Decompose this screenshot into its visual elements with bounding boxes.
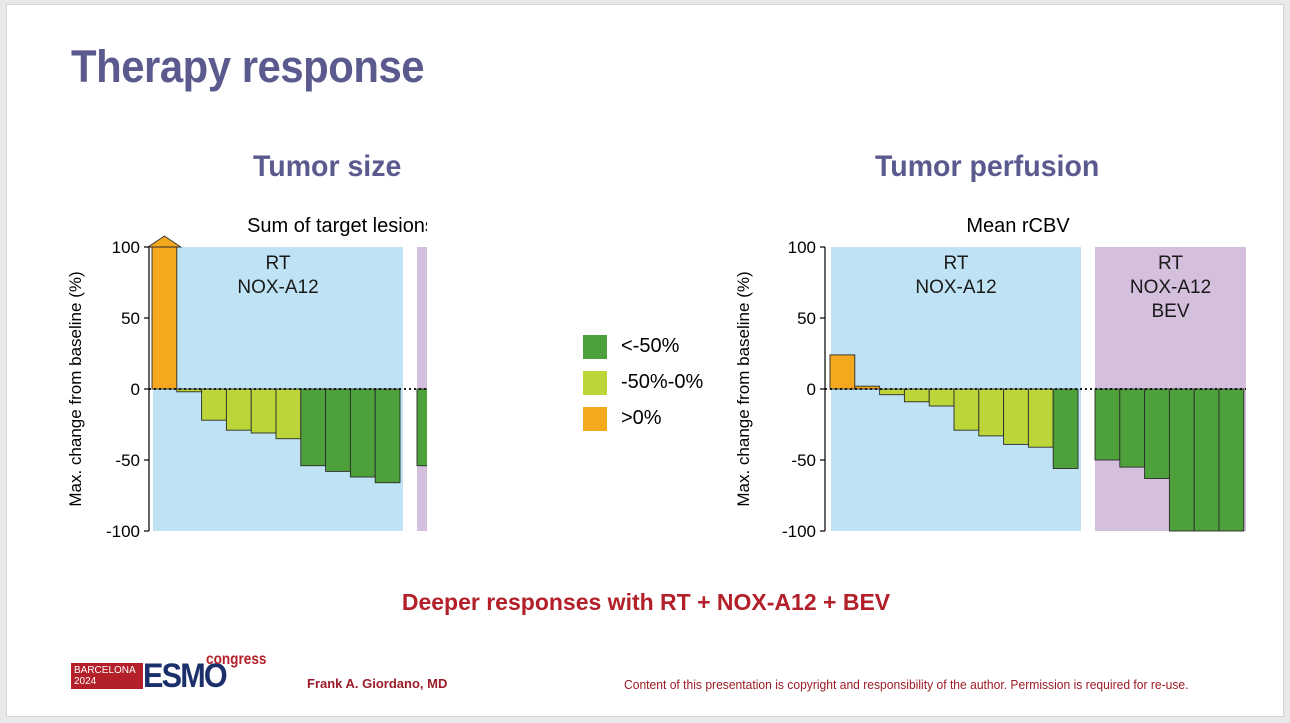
perfusion-bar (1193, 388, 1220, 532)
perfusion-bar (1027, 388, 1054, 448)
perfusion-bar (1052, 388, 1079, 469)
slide: Therapy response Tumor size Tumor perfus… (6, 4, 1284, 717)
tumor-perfusion-heading: Tumor perfusion (875, 150, 1100, 183)
tumor-size-chart: Sum of target lesionsCRRTNOX-A12RTNOX-A1… (66, 215, 427, 541)
size-bar (225, 388, 252, 431)
takeaway-message: Deeper responses with RT + NOX-A12 + BEV (401, 589, 891, 615)
perfusion-y-tick-label: -50 (791, 451, 816, 470)
size-bar (250, 388, 277, 434)
perfusion-group-label-2: RT (1158, 253, 1183, 274)
perfusion-bar (854, 385, 881, 390)
perfusion-y-tick-label: 50 (797, 309, 816, 328)
perfusion-bar (1119, 388, 1146, 468)
perfusion-chart-title: Mean rCBV (966, 215, 1070, 237)
size-y-tick-label: 50 (121, 309, 140, 328)
perfusion-group-label-2: NOX-A12 (1130, 277, 1211, 298)
perfusion-y-tick-label: -100 (782, 522, 816, 541)
perfusion-group-label-1: RT (944, 253, 969, 274)
logo-year: 2024 (74, 676, 97, 687)
size-bar (300, 388, 327, 467)
size-chart-title: Sum of target lesions (247, 215, 427, 237)
legend-label-strong: <-50% (621, 335, 680, 357)
size-bar (151, 246, 178, 390)
legend-swatch-strong (583, 335, 607, 359)
perfusion-group-label-2: BEV (1151, 301, 1189, 322)
size-y-axis-label: Max. change from baseline (%) (66, 271, 85, 506)
perfusion-bar (1003, 388, 1029, 445)
perfusion-bar (903, 388, 930, 403)
perfusion-y-tick-label: 0 (807, 380, 816, 399)
perfusion-bar (1094, 388, 1121, 461)
size-y-tick-label: -50 (115, 451, 140, 470)
perfusion-bar (1144, 388, 1170, 479)
size-bar (201, 388, 227, 421)
logo-event: congress (206, 651, 267, 668)
logo-city-box: BARCELONA 2024 (71, 663, 143, 689)
perfusion-bar (1218, 388, 1245, 532)
size-bar-arrowhead (146, 235, 183, 248)
perfusion-bar (829, 354, 856, 390)
legend-label-moderate: -50%-0% (621, 371, 704, 393)
copyright-notice: Content of this presentation is copyrigh… (624, 677, 1189, 692)
perfusion-y-axis-label: Max. change from baseline (%) (734, 271, 753, 506)
perfusion-bar (928, 388, 955, 407)
size-group-label-1: RT (266, 253, 291, 274)
tumor-perfusion-chart: Mean rCBV RT NOX-A12 RT NOX-A12 BEV 100 50 0 -50 -… (734, 215, 1246, 541)
perfusion-bar (1168, 388, 1195, 532)
size-group-label-1: NOX-A12 (237, 277, 318, 298)
author-name: Frank A. Giordano, MD (307, 676, 448, 691)
size-bar (416, 388, 427, 467)
legend-swatch-moderate (583, 371, 607, 395)
logo-brand: ESMO (143, 657, 228, 695)
perfusion-y-tick-label: 100 (788, 238, 816, 257)
size-bar (325, 388, 351, 472)
slide-title: Therapy response (71, 41, 425, 92)
perfusion-bar (953, 388, 980, 431)
size-y-tick-label: 0 (131, 380, 140, 399)
size-bar (275, 388, 302, 440)
perfusion-bar (978, 388, 1005, 437)
size-y-tick-label: -100 (106, 522, 140, 541)
legend-swatch-increase (583, 407, 607, 431)
logo-city: BARCELONA (74, 665, 136, 676)
perfusion-group-label-1: NOX-A12 (915, 277, 996, 298)
size-bar (349, 388, 376, 478)
size-bar (374, 388, 401, 484)
tumor-size-heading: Tumor size (253, 150, 402, 183)
size-y-tick-label: 100 (112, 238, 140, 257)
legend-label-increase: >0% (621, 407, 662, 429)
